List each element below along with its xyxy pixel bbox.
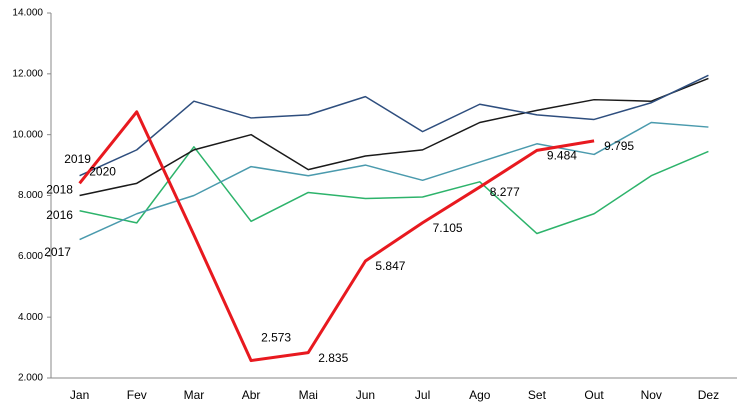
value-label: 9.484	[547, 149, 577, 163]
y-tick-label: 6.000	[18, 251, 43, 262]
x-tick-label: Nov	[641, 388, 662, 402]
x-tick-label: Abr	[242, 388, 261, 402]
x-tick-label: Mar	[184, 388, 205, 402]
x-tick-label: Jul	[415, 388, 430, 402]
x-tick-label: Mai	[299, 388, 318, 402]
series-line	[79, 74, 709, 177]
y-tick-label: 14.000	[12, 8, 43, 19]
value-label: 7.105	[433, 221, 463, 235]
value-label: 2.835	[318, 351, 348, 365]
series-label: 2018	[46, 183, 73, 197]
y-tick-label: 8.000	[18, 190, 43, 201]
value-label: 5.847	[375, 259, 405, 273]
series-label: 2016	[46, 208, 73, 222]
y-tick-label: 12.000	[12, 68, 43, 79]
series-line	[79, 121, 709, 241]
value-label: 9.795	[604, 139, 634, 153]
series-label: 2020	[89, 165, 116, 179]
series-line	[78, 110, 595, 363]
series-line	[79, 77, 709, 197]
series-label: 2019	[64, 152, 91, 166]
y-tick-label: 10.000	[12, 129, 43, 140]
x-tick-label: Dez	[698, 388, 719, 402]
x-tick-label: Out	[584, 388, 604, 402]
x-tick-label: Fev	[127, 388, 147, 402]
x-tick-label: Ago	[469, 388, 491, 402]
x-tick-label: Jun	[356, 388, 375, 402]
x-tick-label: Jan	[70, 388, 89, 402]
value-label: 2.573	[261, 331, 291, 345]
x-tick-label: Set	[528, 388, 547, 402]
series-label: 2017	[44, 245, 71, 259]
y-tick-label: 2.000	[18, 373, 43, 384]
series-line	[79, 146, 709, 235]
y-tick-label: 4.000	[18, 312, 43, 323]
value-label: 8.277	[490, 185, 520, 199]
